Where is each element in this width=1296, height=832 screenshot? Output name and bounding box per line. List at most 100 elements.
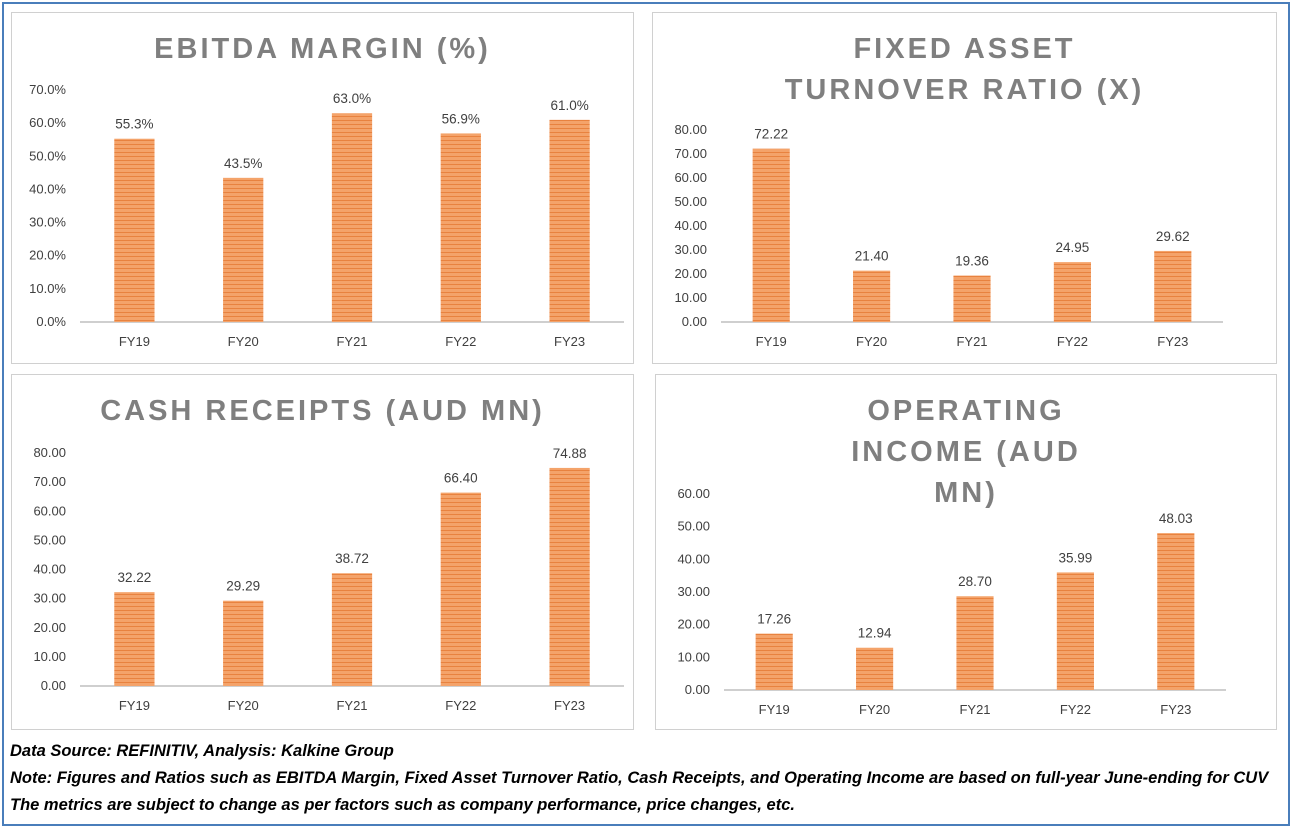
x-tick-label: FY20 [228,334,259,349]
y-tick-label: 40.00 [677,551,710,566]
y-tick-label: 70.00 [674,146,707,161]
bar [953,275,991,322]
x-tick-label: FY19 [119,334,150,349]
y-tick-label: 60.00 [33,503,66,518]
x-tick-label: FY22 [445,698,476,713]
x-tick-label: FY21 [959,702,990,717]
ebitda-margin-panel: EBITDA MARGIN (%) 0.0% 10.0% 20.0% 30.0% 40.… [11,12,634,364]
x-tick-label: FY23 [1160,702,1191,717]
y-tick-label: 10.0% [29,281,66,296]
y-tick-label: 80.00 [33,445,66,460]
chart-title: OPERATING INCOME (AUD MN) [851,395,1081,509]
data-label: 32.22 [118,570,152,585]
footer-notes: Data Source: REFINITIV, Analysis: Kalkin… [10,738,1290,819]
data-label: 55.3% [115,117,153,132]
y-tick-label: 0.0% [36,314,66,329]
chart-title: EBITDA MARGIN (%) [154,33,491,65]
y-tick-label: 30.0% [29,215,66,230]
data-label: 61.0% [550,98,588,113]
data-label: 38.72 [335,551,369,566]
y-tick-label: 40.0% [29,181,66,196]
cash-receipts-panel: CASH RECEIPTS (AUD MN) 0.00 10.00 20.00 30.… [11,374,634,730]
data-label: 43.5% [224,156,262,171]
chart-title: CASH RECEIPTS (AUD MN) [100,395,545,427]
bar [1157,533,1195,690]
y-tick-label: 20.00 [677,617,710,632]
y-tick-label: 70.0% [29,82,66,97]
y-tick-label: 70.00 [33,474,66,489]
data-label: 19.36 [955,254,989,269]
data-label: 12.94 [858,626,892,641]
x-tick-label: FY23 [1157,334,1188,349]
y-tick-label: 80.00 [674,122,707,137]
x-tick-label: FY20 [856,334,887,349]
fixed-asset-turnover-panel: FIXED ASSET TURNOVER RATIO (X) 0.00 10.00… [652,12,1277,364]
y-tick-label: 50.00 [33,532,66,547]
data-label: 21.40 [855,249,889,264]
y-tick-label: 40.00 [33,562,66,577]
bar [853,270,891,322]
bar [223,177,264,322]
bar [755,633,793,690]
bar [331,573,373,686]
data-source-note: Data Source: REFINITIV, Analysis: Kalkin… [10,742,394,760]
data-label: 28.70 [958,574,992,589]
y-tick-label: 40.00 [674,218,707,233]
y-tick-label: 10.00 [674,290,707,305]
y-tick-label: 20.0% [29,248,66,263]
x-tick-label: FY19 [756,334,787,349]
data-label: 72.22 [754,127,788,142]
y-tick-label: 20.00 [674,266,707,281]
methodology-note: Note: Figures and Ratios such as EBITDA … [10,769,1269,787]
operating-income-chart: 0.00 10.00 20.00 30.00 40.00 50.00 60.00 17.26 F… [677,486,1226,717]
operating-income-panel: OPERATING INCOME (AUD MN) 0.00 10.00 20.00… [655,374,1277,730]
bar [856,647,894,690]
bar [1154,250,1192,322]
x-tick-label: FY22 [445,334,476,349]
x-tick-label: FY19 [119,698,150,713]
bar [956,596,994,690]
chart-title: FIXED ASSET TURNOVER RATIO (X) [784,33,1145,106]
x-tick-label: FY22 [1057,334,1088,349]
x-tick-label: FY20 [859,702,890,717]
x-tick-label: FY23 [554,698,585,713]
y-tick-label: 20.00 [33,620,66,635]
y-tick-label: 50.00 [677,519,710,534]
y-tick-label: 0.00 [685,682,710,697]
data-label: 74.88 [553,446,587,461]
data-label: 63.0% [333,91,371,106]
y-tick-label: 60.00 [677,486,710,501]
cash-receipts-chart: 0.00 10.00 20.00 30.00 40.00 50.00 60.00 70.00 8… [33,445,624,713]
y-tick-label: 30.00 [33,591,66,606]
data-label: 56.9% [442,111,480,126]
bar [331,113,373,322]
bar [114,592,155,686]
y-tick-label: 10.00 [33,649,66,664]
data-label: 66.40 [444,471,478,486]
x-tick-label: FY19 [759,702,790,717]
x-tick-label: FY22 [1060,702,1091,717]
bar [114,138,155,322]
disclaimer-note: The metrics are subject to change as per… [10,796,795,814]
x-tick-label: FY20 [228,698,259,713]
x-tick-label: FY21 [956,334,987,349]
data-label: 29.29 [226,579,260,594]
fixed-asset-turnover-chart: 0.00 10.00 20.00 30.00 40.00 50.00 60.00 70.00 8… [674,122,1223,349]
y-tick-label: 10.00 [677,649,710,664]
bar [1053,262,1091,322]
y-tick-label: 30.00 [677,584,710,599]
x-tick-label: FY23 [554,334,585,349]
bar [549,467,590,686]
y-tick-label: 0.00 [682,314,707,329]
data-label: 48.03 [1159,511,1193,526]
y-tick-label: 50.00 [674,194,707,209]
data-label: 29.62 [1156,229,1190,244]
x-tick-label: FY21 [336,334,367,349]
bar [440,133,481,322]
bar [549,119,590,322]
y-tick-label: 30.00 [674,242,707,257]
y-tick-label: 60.0% [29,115,66,130]
bar [752,148,790,322]
bar [1056,572,1094,690]
ebitda-margin-chart: 0.0% 10.0% 20.0% 30.0% 40.0% 50.0% 60.0% 70.0% 5… [29,82,624,349]
